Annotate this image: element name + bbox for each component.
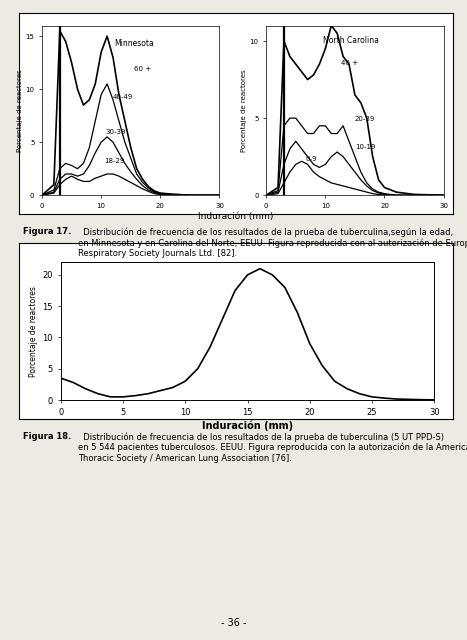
Text: 40 +: 40 +	[341, 60, 358, 66]
Text: Figura 18.: Figura 18.	[23, 432, 71, 441]
Text: 0-9: 0-9	[305, 156, 317, 163]
Text: North Carolina: North Carolina	[324, 36, 379, 45]
Text: Induración (mm): Induración (mm)	[198, 212, 274, 221]
Text: 40-49: 40-49	[113, 93, 133, 100]
X-axis label: Induración (mm): Induración (mm)	[202, 421, 293, 431]
Text: 18-29: 18-29	[104, 158, 125, 164]
Text: 60 +: 60 +	[134, 67, 151, 72]
Text: Distribución de frecuencia de los resultados de la prueba de tuberculina,según l: Distribución de frecuencia de los result…	[78, 227, 467, 258]
Text: Distribución de frecuencia de los resultados de la prueba de tuberculina (5 UT P: Distribución de frecuencia de los result…	[78, 432, 467, 463]
Text: Figura 17.: Figura 17.	[23, 227, 71, 236]
Text: 10-19: 10-19	[355, 145, 375, 150]
Text: 20-39: 20-39	[355, 116, 375, 122]
Y-axis label: Porcentaje de reactores: Porcentaje de reactores	[17, 69, 22, 152]
Text: Minnesota: Minnesota	[114, 39, 154, 48]
Text: - 36 -: - 36 -	[221, 618, 246, 628]
Y-axis label: Porcentaje de reactores: Porcentaje de reactores	[29, 286, 38, 376]
Y-axis label: Porcentaje de reactores: Porcentaje de reactores	[241, 69, 247, 152]
Text: 30-39: 30-39	[106, 129, 127, 135]
